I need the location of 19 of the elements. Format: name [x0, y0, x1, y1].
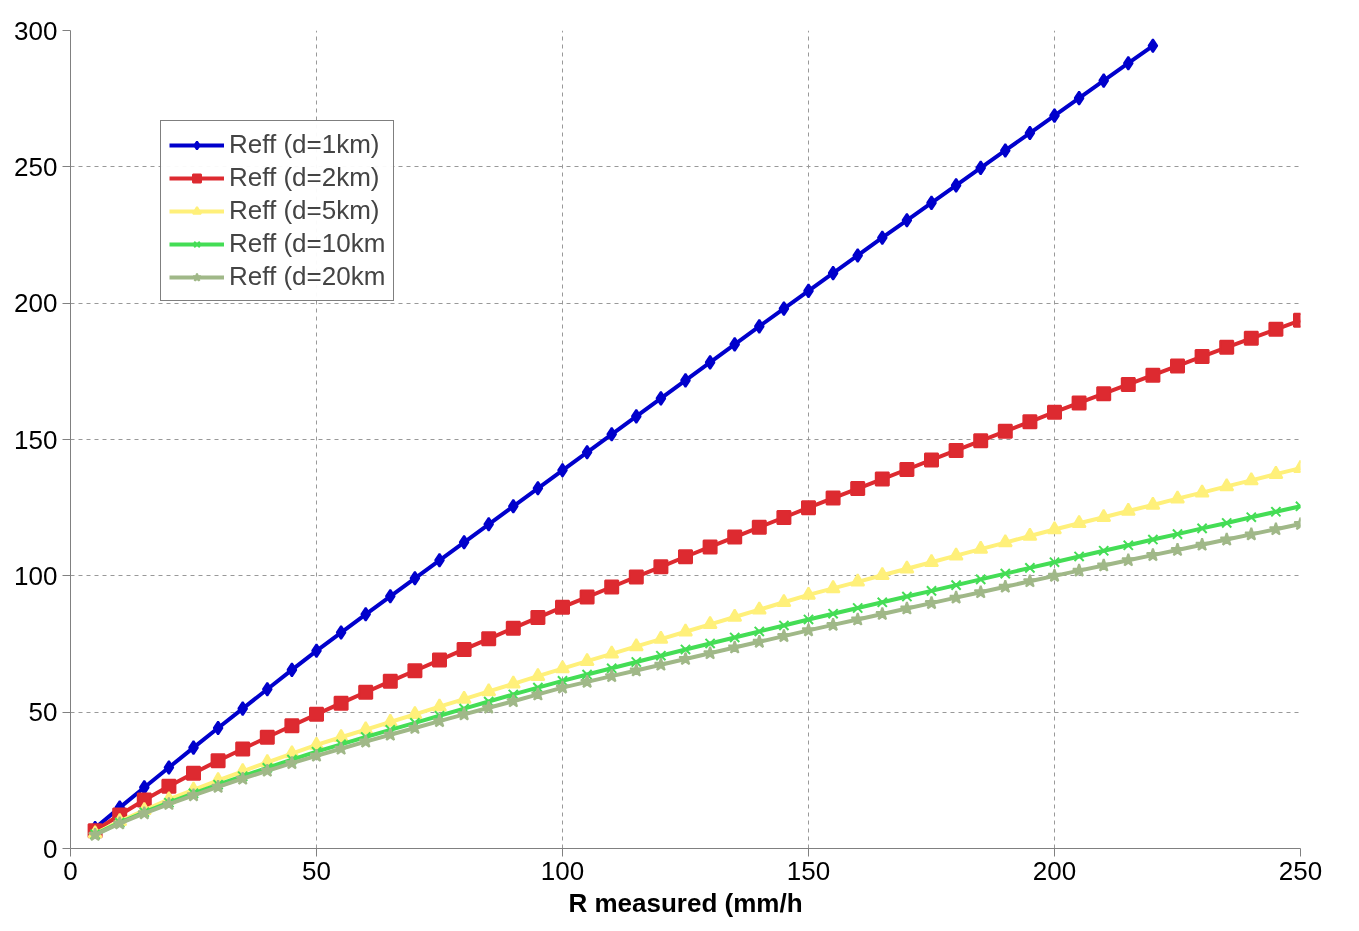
legend-label: Reff (d=10km — [229, 228, 386, 259]
y-tick-label: 100 — [14, 560, 58, 591]
legend-label: Reff (d=2km) — [229, 162, 380, 193]
y-tick-label: 0 — [43, 833, 58, 864]
legend-label: Reff (d=5km) — [229, 195, 380, 226]
y-tick-label: 150 — [14, 424, 58, 455]
y-tick-label: 250 — [14, 151, 58, 182]
legend-label: Reff (d=20km — [229, 261, 386, 292]
x-tick-label: 250 — [1278, 855, 1323, 886]
x-tick-label: 200 — [1032, 855, 1077, 886]
y-tick-label: 200 — [14, 288, 58, 319]
x-tick-label: 50 — [302, 855, 331, 886]
x-axis-title: R measured (mm/h — [568, 887, 803, 918]
x-tick-label: 100 — [540, 855, 585, 886]
x-tick-label: 150 — [786, 855, 831, 886]
x-tick-label: 0 — [63, 855, 78, 886]
y-tick-label: 50 — [28, 697, 58, 728]
y-tick-label: 300 — [14, 15, 58, 46]
legend-label: Reff (d=1km) — [229, 129, 380, 160]
